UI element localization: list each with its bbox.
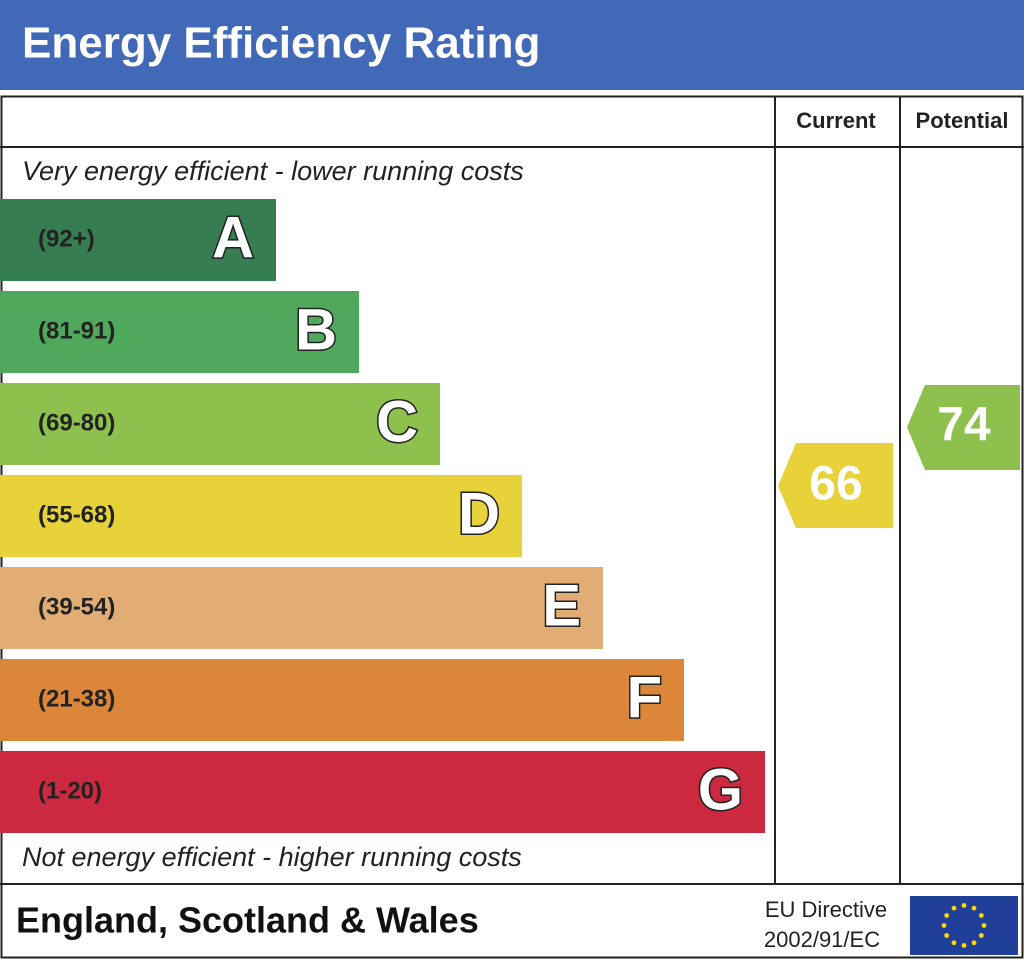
eu-star <box>978 933 984 938</box>
band <box>0 199 276 281</box>
band <box>0 383 440 465</box>
band-letter: F <box>627 665 662 730</box>
band-letter: E <box>542 573 581 638</box>
title: Energy Efficiency Rating <box>22 19 540 68</box>
eu-star <box>971 940 977 946</box>
band-range: (81-91) <box>38 317 115 344</box>
directive: 2002/91/EC <box>764 927 880 952</box>
band-letter: G <box>698 757 743 822</box>
potential-arrow <box>907 385 1020 470</box>
directive: EU Directive <box>765 897 887 922</box>
band-letter: C <box>376 389 418 454</box>
band-letter: A <box>212 205 254 270</box>
eu-stars <box>941 903 987 948</box>
eu-star <box>944 913 950 918</box>
current-arrow <box>778 443 893 528</box>
band-range: (55-68) <box>38 501 115 528</box>
column-header: Potential <box>916 108 1009 133</box>
eu-star <box>981 923 987 928</box>
band <box>0 475 522 557</box>
column-header: Current <box>796 108 876 133</box>
eu-star <box>944 933 950 938</box>
eu-star <box>961 943 967 948</box>
band <box>0 291 359 373</box>
bottom-note: Not energy efficient - higher running co… <box>22 842 522 872</box>
current-rating: 66 <box>809 458 862 511</box>
eu-star <box>961 903 967 908</box>
band-range: (69-80) <box>38 409 115 436</box>
eu-star <box>951 905 957 911</box>
band <box>0 659 684 741</box>
potential-rating: 74 <box>937 399 991 452</box>
region: England, Scotland & Wales <box>16 900 479 941</box>
band-letter: B <box>295 297 337 362</box>
eu-star <box>971 905 977 911</box>
band-range: (92+) <box>38 225 95 252</box>
eu-star <box>941 923 947 928</box>
title-bar <box>0 0 1024 90</box>
band-range: (1-20) <box>38 777 102 804</box>
band <box>0 751 765 833</box>
band-range: (21-38) <box>38 685 115 712</box>
band-range: (39-54) <box>38 593 115 620</box>
top-note: Very energy efficient - lower running co… <box>22 156 524 186</box>
band <box>0 567 603 649</box>
band-letter: D <box>458 481 500 546</box>
eu-star <box>978 913 984 918</box>
eu-star <box>951 940 957 946</box>
